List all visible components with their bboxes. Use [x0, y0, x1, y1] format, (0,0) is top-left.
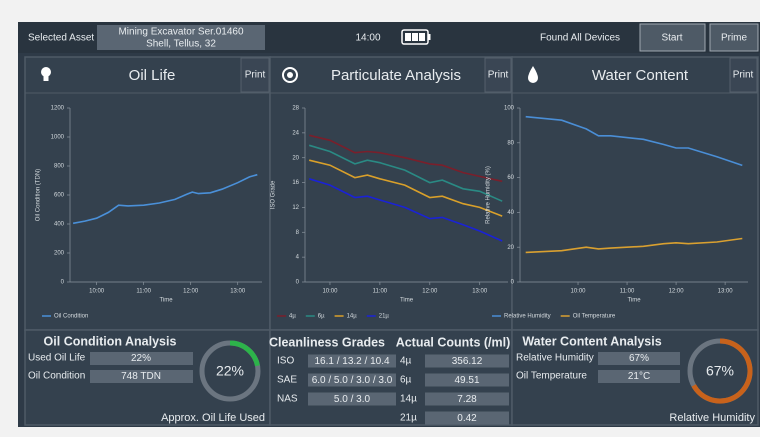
y-tick-label: 1200	[51, 106, 65, 112]
y-axis-label: Relative Humidity (%)	[486, 166, 492, 224]
row-label: Oil Condition	[28, 371, 85, 382]
gauge-caption: Approx. Oil Life Used	[161, 412, 265, 424]
row-label: ISO	[277, 356, 294, 367]
print-label: Print	[488, 70, 509, 81]
row-label: NAS	[277, 394, 298, 405]
y-tick-label: 12	[292, 205, 299, 211]
x-tick-label: 12:00	[669, 289, 685, 295]
y-tick-label: 24	[292, 130, 299, 136]
y-tick-label: 600	[54, 193, 65, 199]
y-tick-label: 80	[507, 140, 514, 146]
gauge-caption: Relative Humidity	[669, 412, 755, 424]
legend-label: 14µ	[347, 314, 358, 320]
row-value: 22%	[131, 353, 151, 364]
asset-line: Shell, Tellus, 32	[146, 39, 216, 50]
y-tick-label: 16	[292, 180, 299, 186]
legend-label: 6µ	[318, 314, 325, 320]
row-value: 748 TDN	[121, 371, 161, 382]
legend-label: Oil Condition	[54, 314, 88, 320]
x-axis-label: Time	[400, 298, 414, 304]
clock: 14:00	[355, 33, 380, 44]
x-tick-label: 12:00	[183, 289, 199, 295]
asset-label: Selected Asset	[28, 33, 94, 44]
x-tick-label: 11:00	[620, 289, 635, 295]
analysis-title: Water Content Analysis	[522, 334, 661, 348]
y-tick-label: 28	[292, 106, 299, 112]
row-value: 6.0 / 5.0 / 3.0 / 3.0	[312, 375, 393, 386]
panel-title: Water Content	[592, 67, 689, 84]
x-tick-label: 10:00	[322, 289, 338, 295]
x-tick-label: 11:00	[373, 289, 388, 295]
panel-title: Particulate Analysis	[331, 67, 461, 84]
analysis-title: Actual Counts (/ml)	[396, 335, 511, 349]
analysis-title: Oil Condition Analysis	[44, 334, 177, 348]
x-tick-label: 11:00	[136, 289, 151, 295]
x-axis-label: Time	[159, 298, 173, 304]
row-label: SAE	[277, 375, 297, 386]
y-tick-label: 20	[292, 155, 299, 161]
prime-label: Prime	[721, 33, 748, 44]
dashboard: Selected Asset Mining Excavator Ser.0146…	[0, 0, 760, 437]
row-value: 0.42	[457, 413, 477, 424]
x-tick-label: 13:00	[718, 289, 734, 295]
row-value: 21°C	[628, 371, 650, 382]
legend-label: 21µ	[379, 314, 390, 320]
y-tick-label: 400	[54, 222, 65, 228]
gauge-label: 22%	[216, 363, 244, 379]
row-value: 49.51	[454, 375, 479, 386]
row-label: 14µ	[400, 394, 417, 405]
print-label: Print	[733, 70, 754, 81]
print-label: Print	[245, 70, 266, 81]
status: Found All Devices	[540, 33, 620, 44]
row-value: 356.12	[452, 356, 483, 367]
y-axis-label: Oil Condition (TDN)	[36, 169, 42, 221]
x-tick-label: 10:00	[89, 289, 105, 295]
legend-label: Relative Humidity	[504, 314, 551, 320]
row-value: 7.28	[457, 394, 477, 405]
gauge-label: 67%	[706, 363, 734, 379]
legend-label: 4µ	[289, 314, 296, 320]
row-value: 67%	[629, 353, 649, 364]
row-label: Relative Humidity	[516, 353, 594, 364]
x-tick-label: 10:00	[571, 289, 587, 295]
y-tick-label: 100	[504, 106, 515, 112]
x-tick-label: 13:00	[230, 289, 246, 295]
y-tick-label: 1000	[51, 135, 65, 141]
analysis-title: Cleanliness Grades	[269, 335, 385, 349]
asset-line: Mining Excavator Ser.01460	[118, 27, 244, 38]
row-value: 16.1 / 13.2 / 10.4	[314, 356, 389, 367]
row-label: 4µ	[400, 356, 412, 367]
x-tick-label: 13:00	[472, 289, 488, 295]
y-tick-label: 40	[507, 210, 514, 216]
row-value: 5.0 / 3.0	[334, 394, 371, 405]
y-tick-label: 200	[54, 251, 65, 257]
row-label: 21µ	[400, 413, 417, 424]
row-label: 6µ	[400, 375, 412, 386]
start-label: Start	[661, 33, 682, 44]
row-label: Oil Temperature	[516, 371, 587, 382]
y-tick-label: 800	[54, 164, 65, 170]
x-axis-label: Time	[627, 298, 641, 304]
row-label: Used Oil Life	[28, 353, 86, 364]
y-tick-label: 60	[507, 175, 514, 181]
legend-label: Oil Temperature	[573, 314, 616, 320]
y-axis-label: ISO Grade	[271, 180, 277, 209]
x-tick-label: 12:00	[422, 289, 438, 295]
panel-title: Oil Life	[129, 67, 176, 84]
y-tick-label: 20	[507, 245, 514, 251]
